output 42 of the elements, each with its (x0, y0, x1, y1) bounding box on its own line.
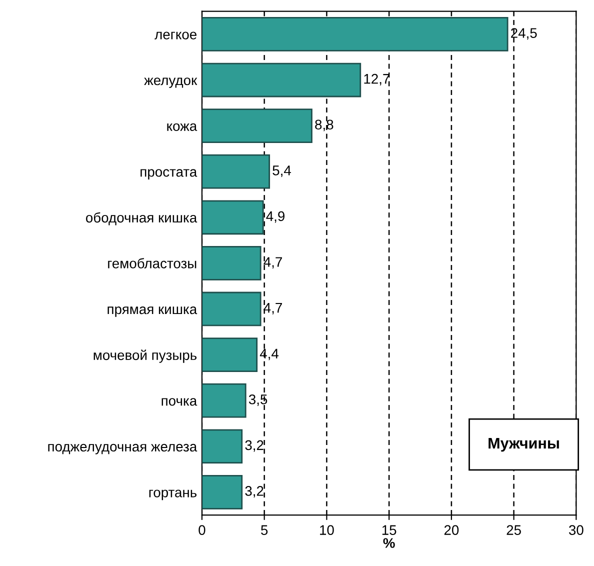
data-label: 4,9 (266, 211, 285, 223)
data-label: 8,8 (315, 120, 334, 132)
y-tick-label: легкое (154, 32, 196, 40)
x-tick-label: 10 (320, 525, 334, 535)
data-label: 3,2 (245, 486, 264, 498)
data-label: 12,7 (364, 74, 390, 86)
x-tick-label: 30 (568, 525, 584, 535)
bar (202, 474, 243, 510)
y-tick-label: желудок (144, 78, 198, 88)
x-tick-label: 15 (382, 525, 396, 535)
y-tick-label: поджелудочная железа (48, 444, 198, 454)
bar (202, 200, 264, 235)
y-tick-label: мочевой пузырь (94, 350, 197, 363)
x-tick-label: 5 (261, 525, 268, 535)
y-tick-label: гортань (149, 490, 197, 500)
y-tick-label: прямая кишка (108, 306, 198, 317)
y-tick-label: ободочная кишка (86, 212, 198, 226)
y-tick-label: гемобластозы (108, 258, 196, 268)
data-label: 4,4 (260, 348, 279, 360)
y-tick-label: простата (140, 169, 198, 180)
x-tick-label: 0 (198, 525, 206, 535)
data-label: 24,5 (511, 28, 537, 40)
data-label: 4,7 (264, 303, 282, 314)
bar (202, 292, 262, 326)
x-axis-title: % (383, 538, 395, 548)
bar (202, 154, 270, 189)
x-tick-label: 25 (506, 525, 521, 535)
bar (202, 62, 362, 98)
x-tick-label: 20 (444, 525, 459, 535)
y-tick-label: кожа (167, 123, 198, 131)
bar (202, 429, 243, 464)
data-label: 5,4 (272, 166, 291, 177)
data-label: 3,2 (245, 440, 264, 452)
bar (202, 246, 262, 280)
bar (202, 17, 508, 52)
bar (202, 338, 258, 372)
annotation: Мужчины (488, 438, 559, 452)
data-label: 4,7 (264, 257, 282, 269)
data-label: 3,5 (248, 394, 268, 406)
bar (202, 108, 312, 143)
bar (202, 383, 246, 418)
y-tick-label: почка (162, 398, 198, 406)
